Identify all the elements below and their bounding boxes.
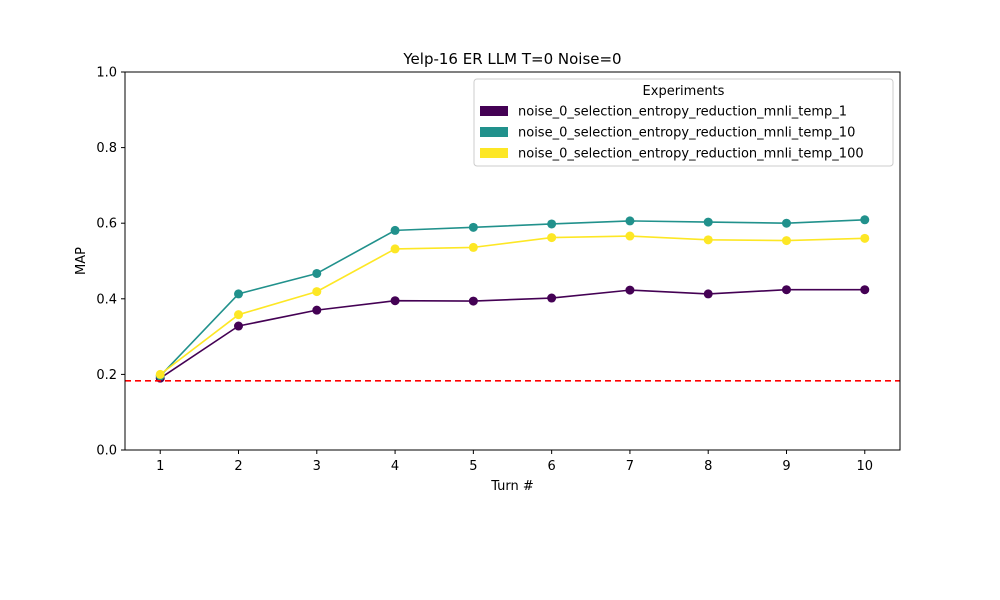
series-1-point [703, 289, 713, 299]
series-3-point [547, 233, 557, 243]
y-tick-label: 1.0 [96, 66, 117, 81]
legend-box [473, 78, 894, 167]
series-1-point [547, 293, 557, 303]
series-1-point [390, 296, 400, 306]
series-3-point [625, 231, 635, 241]
x-tick-label: 1 [156, 459, 164, 474]
x-tick-label: 5 [469, 459, 477, 474]
x-tick-label: 2 [234, 459, 242, 474]
series-1-point [312, 305, 322, 315]
series-2-point [468, 222, 478, 232]
series-1-point [234, 321, 244, 331]
series-1-point [860, 285, 870, 295]
chart-title: Yelp-16 ER LLM T=0 Noise=0 [402, 50, 621, 68]
legend-label-3: noise_0_selection_entropy_reduction_mnli… [518, 147, 864, 162]
series-1-point [625, 285, 635, 295]
x-axis-label: Turn # [490, 479, 534, 494]
plot-frame [124, 71, 901, 451]
series-2-point [547, 219, 557, 229]
series-1-point [468, 296, 478, 306]
series-2-point [781, 218, 791, 228]
y-tick-label: 0.2 [96, 368, 117, 383]
plot-area [125, 215, 900, 383]
legend-label-1: noise_0_selection_entropy_reduction_mnli… [518, 105, 847, 120]
series-3-point [860, 233, 870, 243]
series-3-point [781, 236, 791, 246]
legend-swatch-3 [480, 148, 508, 158]
legend-swatch-2 [480, 127, 508, 137]
series-2-point [703, 217, 713, 227]
series-line-3 [159, 235, 865, 376]
series-2-point [390, 225, 400, 235]
series-3-point [312, 287, 322, 297]
legend-swatch-1 [480, 106, 508, 116]
legend: Experiments noise_0_selection_entropy_re… [473, 78, 894, 167]
y-tick-label: 0.8 [96, 141, 117, 156]
x-tick-label: 4 [391, 459, 399, 474]
series-3-point [703, 235, 713, 245]
series-2-point [860, 215, 870, 225]
legend-label-2: noise_0_selection_entropy_reduction_mnli… [518, 126, 855, 141]
series-3-point [468, 242, 478, 252]
x-tick-label: 9 [782, 459, 790, 474]
series-2-point [625, 216, 635, 226]
series-line-1 [159, 288, 865, 379]
legend-title: Experiments [643, 84, 725, 99]
x-tick-label: 6 [548, 459, 556, 474]
y-tick-label: 0.6 [96, 217, 117, 232]
x-tick-label: 3 [313, 459, 321, 474]
y-tick-label: 0.4 [96, 292, 117, 307]
series-3-point [390, 244, 400, 254]
series-2-point [234, 289, 244, 299]
y-tick-label: 0.0 [96, 444, 117, 459]
series-2-point [312, 268, 322, 278]
series-line-2 [159, 219, 865, 377]
series-3-point [155, 369, 165, 379]
series-3-point [234, 310, 244, 320]
x-tick-label: 8 [704, 459, 712, 474]
y-axis-label: MAP [74, 247, 89, 275]
x-tick-label: 10 [856, 459, 873, 474]
x-tick-label: 7 [626, 459, 634, 474]
series-1-point [781, 285, 791, 295]
